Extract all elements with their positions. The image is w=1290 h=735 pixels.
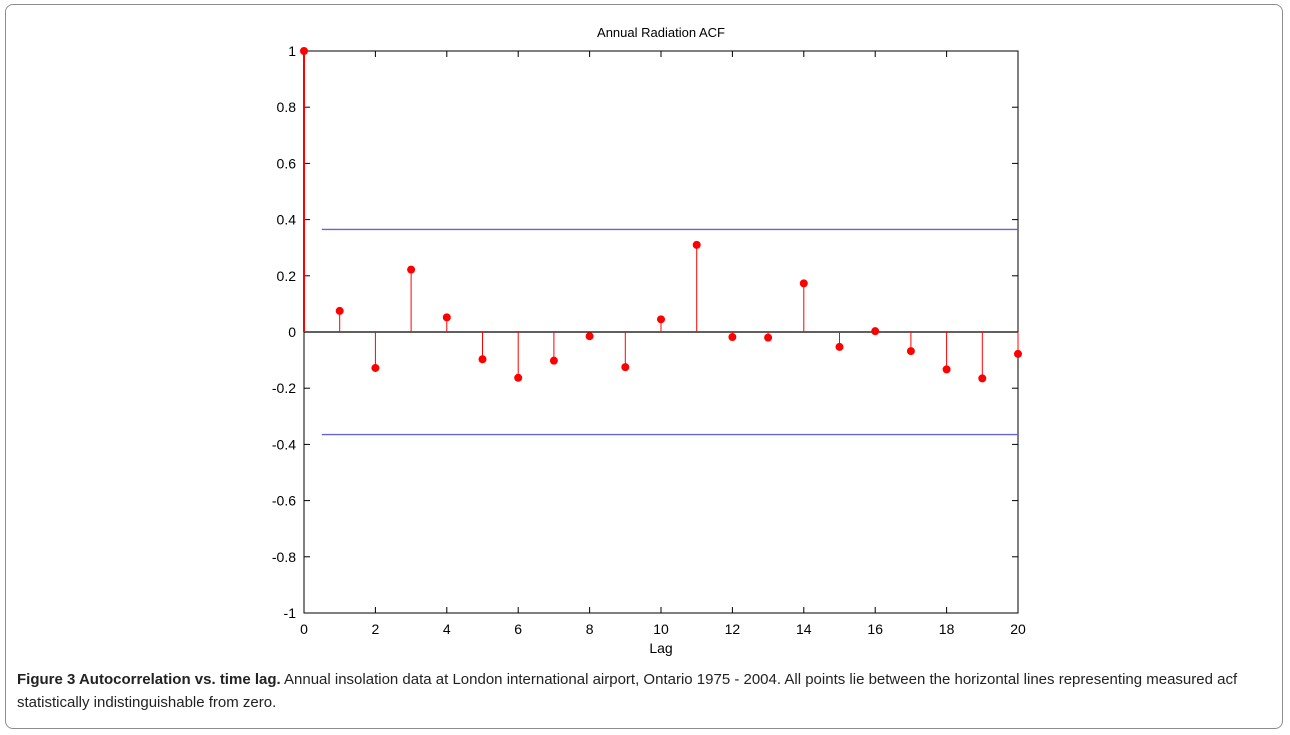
y-tick-label: 0.2 — [277, 268, 297, 284]
y-tick-label: 0 — [288, 324, 296, 340]
x-tick-label: 18 — [939, 621, 955, 637]
acf-point — [835, 342, 844, 351]
x-axis-label: Lag — [649, 640, 672, 656]
acf-point — [371, 363, 380, 372]
acf-point — [657, 315, 665, 324]
acf-chart: Annual Radiation ACF -1 -0.8 -0.6 -0.4 -0.2 0 0… — [272, 25, 1026, 656]
acf-point — [514, 373, 523, 382]
acf-point — [728, 333, 737, 342]
x-tick-label: 8 — [586, 621, 594, 637]
acf-point — [1014, 349, 1022, 358]
acf-point — [442, 313, 451, 322]
x-tick-label: 16 — [867, 621, 883, 637]
x-tick-label: 4 — [443, 621, 451, 637]
figure-caption: Figure 3 Autocorrelation vs. time lag. A… — [17, 668, 1272, 714]
x-tick-label: 20 — [1010, 621, 1026, 637]
acf-point — [942, 365, 951, 374]
acf-point — [407, 265, 416, 274]
y-tick-label: -0.2 — [272, 380, 296, 396]
acf-point — [871, 327, 880, 336]
acf-point — [300, 47, 308, 55]
acf-point — [906, 347, 915, 356]
acf-point — [621, 363, 630, 372]
x-tick-label: 0 — [300, 621, 308, 637]
acf-point — [764, 333, 773, 342]
y-tick-label: 0.6 — [277, 155, 297, 171]
y-tick-label: 1 — [288, 43, 296, 59]
x-tick-label: 12 — [725, 621, 741, 637]
caption-text: Annual insolation data at London interna… — [17, 671, 1238, 711]
x-tick-label: 6 — [514, 621, 522, 637]
y-tick-label: 0.4 — [277, 212, 297, 228]
acf-point — [335, 306, 344, 315]
figure-frame — [5, 4, 1283, 729]
x-tick-label: 2 — [372, 621, 380, 637]
acf-point — [692, 240, 701, 249]
y-tick-label: 0.8 — [277, 99, 297, 115]
acf-point — [549, 356, 558, 365]
x-tick-label: 10 — [653, 621, 669, 637]
acf-point — [585, 332, 594, 341]
chart-title: Annual Radiation ACF — [597, 25, 725, 40]
acf-point — [978, 374, 987, 383]
y-tick-label: -0.4 — [272, 436, 296, 452]
x-tick-label: 14 — [796, 621, 812, 637]
y-tick-label: -0.8 — [272, 549, 296, 565]
y-tick-label: -1 — [284, 605, 297, 621]
y-tick-label: -0.6 — [272, 493, 296, 509]
acf-point — [478, 355, 487, 364]
acf-point — [799, 279, 808, 288]
caption-title: Figure 3 Autocorrelation vs. time lag. — [17, 671, 281, 688]
